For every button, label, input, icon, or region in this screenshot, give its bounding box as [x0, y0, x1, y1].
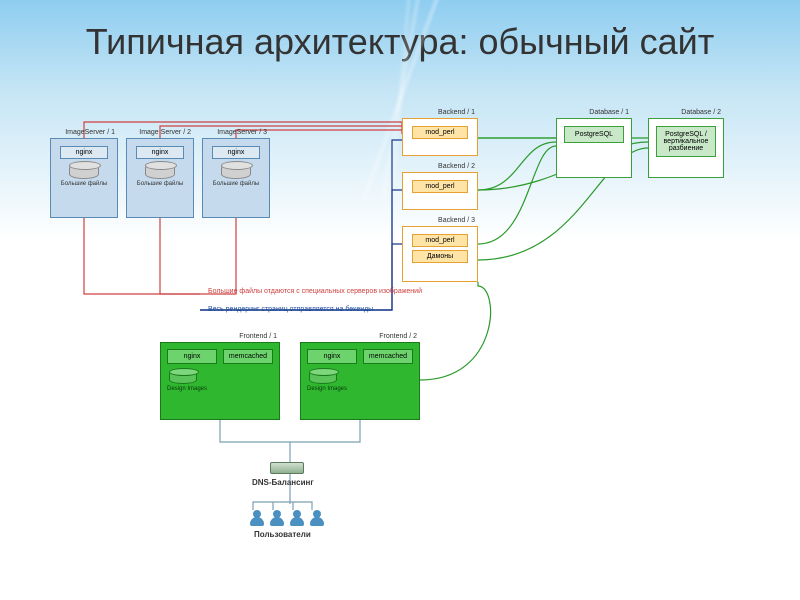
backend-group: Backend / 3mod_perlДамоны [402, 226, 478, 282]
frontend-group: Frontend / 1nginxmemcachedDesign Images [160, 342, 280, 420]
database-group: Database / 2PostgreSQL / вертикальное ра… [648, 118, 724, 178]
database-group: Database / 1PostgreSQL [556, 118, 632, 178]
architecture-diagram: ImageServer / 1nginxБольшие файлыImage S… [40, 110, 770, 580]
router-icon [270, 462, 304, 474]
image-server-group: ImageServer / 1nginxБольшие файлы [50, 138, 118, 218]
page-title: Типичная архитектура: обычный сайт [0, 0, 800, 73]
router-label: DNS-Балансинг [252, 478, 314, 487]
image-server-group: ImageServer / 3nginxБольшие файлы [202, 138, 270, 218]
image-server-group: Image Server / 2nginxБольшие файлы [126, 138, 194, 218]
users-icons [250, 510, 324, 526]
backend-group: Backend / 1mod_perl [402, 118, 478, 156]
backend-group: Backend / 2mod_perl [402, 172, 478, 210]
annotation-red: Большие файлы отдаются с специальных сер… [208, 288, 422, 295]
users-label: Пользователи [254, 530, 311, 539]
frontend-group: Frontend / 2nginxmemcachedDesign Images [300, 342, 420, 420]
annotation-blue: Весь рендеринг страниц отправляется на б… [208, 306, 373, 313]
